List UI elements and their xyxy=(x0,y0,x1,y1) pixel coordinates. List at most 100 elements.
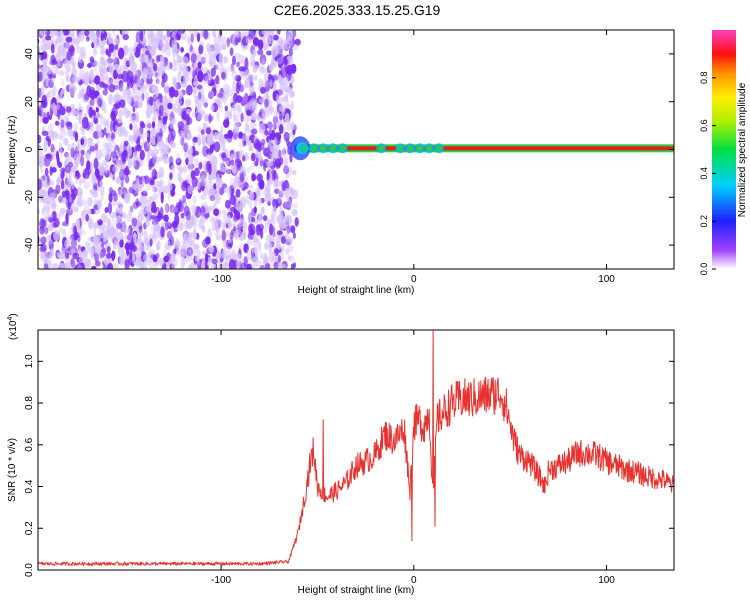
spectrogram-cell xyxy=(157,119,164,131)
spectrogram-cell xyxy=(249,190,255,201)
spectrogram-cell xyxy=(248,198,253,210)
spectrogram-cell xyxy=(132,183,137,191)
spectrogram-cell xyxy=(243,71,247,79)
spectrogram-cell xyxy=(251,208,257,217)
spectrogram-cell xyxy=(136,228,144,239)
signal-bright-spot-core xyxy=(301,145,307,152)
spectrogram-cell xyxy=(127,158,132,169)
spectrogram-cell xyxy=(238,205,244,213)
spectrogram-cell xyxy=(106,252,113,259)
spectrogram-cell xyxy=(64,239,71,249)
spectrogram-cell xyxy=(267,30,275,41)
spectrogram-cell xyxy=(43,263,49,269)
spectrogram-cell xyxy=(160,54,165,66)
spectrogram-cell xyxy=(264,129,269,136)
spectrogram-cell xyxy=(81,117,89,129)
spectrogram-cell xyxy=(128,55,133,68)
spectrogram-cell xyxy=(150,32,156,43)
spectrogram-cell xyxy=(153,63,158,72)
spectrogram-cell xyxy=(282,76,289,87)
spectrogram-cell xyxy=(178,172,182,183)
spectrogram-cell xyxy=(232,92,238,104)
spectrogram-cell xyxy=(259,180,265,190)
spectrogram-cell xyxy=(125,240,131,250)
spectrogram-cell xyxy=(279,207,284,216)
spectrogram-cell xyxy=(59,167,66,173)
spectrogram-cell xyxy=(253,199,258,207)
spectrogram-cell xyxy=(61,47,67,60)
spectrogram-cell xyxy=(86,36,90,42)
spectrogram-cell xyxy=(86,242,93,251)
spectrogram-cell xyxy=(133,160,140,170)
spectrogram-cell xyxy=(118,126,124,138)
spectrogram-cell xyxy=(61,78,65,87)
spectrogram-cell xyxy=(219,104,223,114)
x-tick-label: 100 xyxy=(598,274,615,285)
spectrogram-cell xyxy=(266,121,273,129)
spectrogram-cell xyxy=(278,149,282,161)
spectrogram-cell xyxy=(260,206,265,215)
spectrogram-cell xyxy=(38,159,45,168)
spectrogram-cell xyxy=(268,242,273,254)
snr-multiplier-exp: 4 xyxy=(7,317,14,321)
spectrogram-cell xyxy=(100,100,106,112)
spectrogram-cell xyxy=(221,154,228,162)
spectrogram-cell xyxy=(160,42,167,54)
spectrogram-cell xyxy=(60,119,65,128)
spectrogram-cell xyxy=(250,73,255,85)
spectrogram-cell xyxy=(214,132,219,141)
spectrogram-cell xyxy=(194,167,200,177)
spectrogram-cell xyxy=(203,30,209,40)
spectrogram-cell xyxy=(87,236,92,242)
spectrogram-cell xyxy=(243,92,249,104)
spectrogram-cell xyxy=(175,157,182,166)
spectrogram-cell xyxy=(139,54,143,64)
spectrogram-cell xyxy=(184,99,192,107)
spectrogram-cell xyxy=(274,158,282,170)
spectrogram-cell xyxy=(38,53,41,65)
spectrogram-cell xyxy=(207,79,215,87)
spectrogram-cell xyxy=(50,54,56,64)
spectrogram-cell xyxy=(107,263,114,269)
spectrogram-cell xyxy=(182,56,189,66)
spectrogram-cell xyxy=(208,115,214,122)
spectrogram-cell xyxy=(226,246,232,258)
spectrogram-cell xyxy=(38,235,40,245)
spectrogram-cell xyxy=(192,263,198,269)
spectrogram-cell xyxy=(263,222,269,234)
spectrogram-cell xyxy=(115,177,120,185)
spectrogram-cell xyxy=(172,79,177,85)
spectrogram-cell xyxy=(250,121,257,129)
spectrogram-cell xyxy=(110,151,117,159)
spectrogram-cell xyxy=(141,190,148,197)
spectrogram-cell xyxy=(113,63,120,70)
spectrogram-cell xyxy=(187,145,194,155)
spectrogram-cell xyxy=(162,148,167,160)
spectrogram-cell xyxy=(126,248,130,256)
spectrogram-cell xyxy=(258,243,262,254)
spectrogram-cell xyxy=(240,96,246,107)
spectrogram-cell xyxy=(136,43,142,51)
spectrogram-cell xyxy=(287,254,292,261)
spectrogram-cell xyxy=(71,109,77,116)
spectrogram-cell xyxy=(159,207,164,219)
spectrogram-cell xyxy=(229,194,237,206)
svg-text:(x104): (x104) xyxy=(7,313,19,340)
x-tick-label: -100 xyxy=(211,274,231,285)
spectrogram-cell xyxy=(250,128,258,135)
spectrogram-cell xyxy=(194,99,202,110)
spectrogram-cell xyxy=(245,248,252,260)
spectrogram-cell xyxy=(69,205,76,212)
spectrogram-cell xyxy=(268,127,273,134)
spectrogram-cell xyxy=(180,212,185,219)
spectrogram-cell xyxy=(77,186,82,198)
spectrogram-cell xyxy=(233,112,237,121)
signal-bright-spot-core xyxy=(378,145,385,152)
spectrogram-cell xyxy=(195,255,200,262)
spectrogram-cell xyxy=(108,93,114,105)
spectrogram-cell xyxy=(49,180,55,186)
spectrogram-cell xyxy=(113,84,119,90)
spectrogram-cell xyxy=(288,47,293,58)
spectrogram-cell xyxy=(59,262,65,269)
